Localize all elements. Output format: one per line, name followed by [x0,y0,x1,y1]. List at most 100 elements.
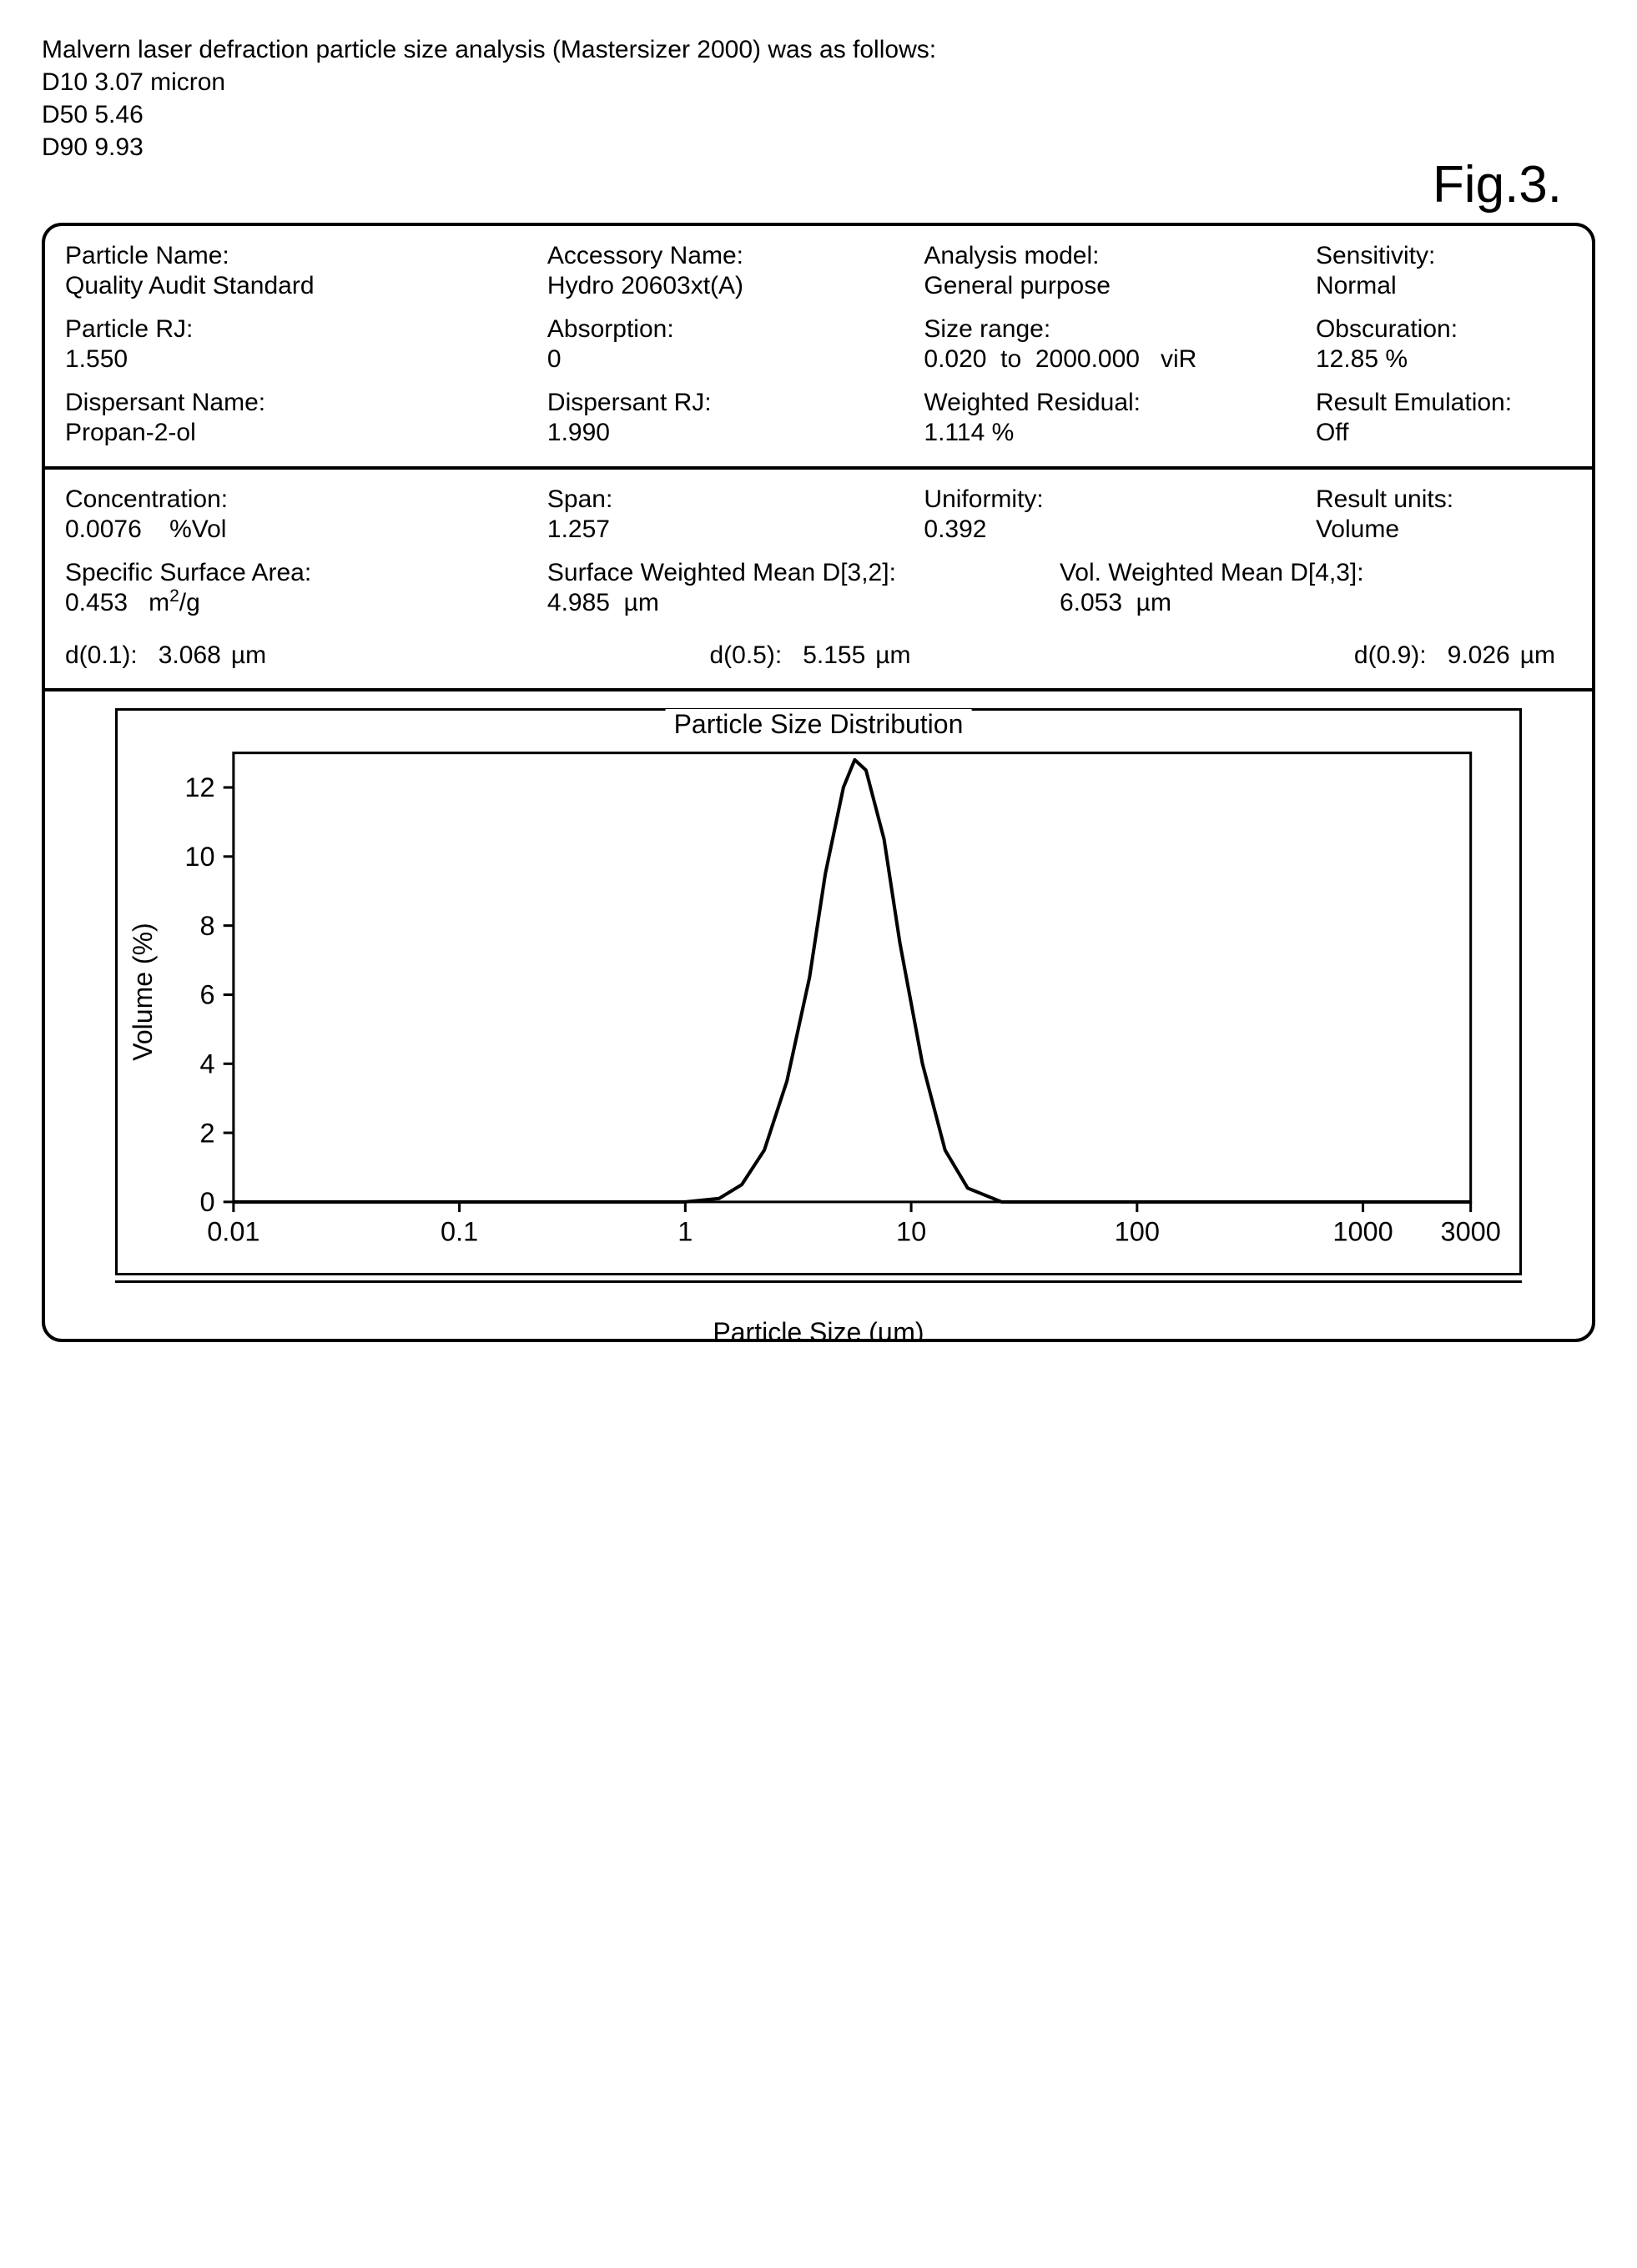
label: Uniformity: [924,485,1316,515]
svg-text:0: 0 [200,1187,215,1217]
field-absorption: Absorption: 0 [547,314,924,375]
field-analysis-model: Analysis model: General purpose [924,241,1316,301]
label: Surface Weighted Mean D[3,2]: [547,558,1060,588]
svg-text:100: 100 [1115,1217,1160,1247]
d05-value: 5.155 [803,641,865,669]
svg-text:10: 10 [185,842,215,872]
row: Particle Name: Quality Audit Standard Ac… [65,241,1572,301]
header-line-3: D50 5.46 [42,98,1595,131]
svg-text:10: 10 [896,1217,926,1247]
label: Sensitivity: [1316,241,1572,271]
svg-text:0.1: 0.1 [441,1217,478,1247]
value: Off [1316,418,1572,448]
label: Particle Name: [65,241,547,271]
svg-text:2: 2 [200,1118,215,1148]
field-surface-weighted-mean: Surface Weighted Mean D[3,2]: 4.985 µm [547,558,1060,618]
field-result-units: Result units: Volume [1316,485,1572,545]
chart-body: 0246810120.010.111010010003000 [126,719,1510,1261]
d05-label: d(0.5): [709,641,782,669]
ssa-unit-post: /g [179,589,200,616]
d09-unit: µm [1520,641,1555,669]
field-vol-weighted-mean: Vol. Weighted Mean D[4,3]: 6.053 µm [1060,558,1572,618]
field-weighted-residual: Weighted Residual: 1.114 % [924,388,1316,448]
label: Accessory Name: [547,241,924,271]
d09-value: 9.026 [1448,641,1510,669]
d01: d(0.1): 3.068 µm [65,641,266,670]
label: Size range: [924,314,1316,344]
svg-text:0.01: 0.01 [208,1217,260,1247]
chart-xlabel: Particle Size (µm) [713,1317,924,1342]
label: Vol. Weighted Mean D[4,3]: [1060,558,1572,588]
field-span: Span: 1.257 [547,485,924,545]
label: Specific Surface Area: [65,558,547,588]
label: Span: [547,485,924,515]
value: 1.114 % [924,418,1316,448]
value: Propan-2-ol [65,418,547,448]
field-dispersant-rj: Dispersant RJ: 1.990 [547,388,924,448]
label: Obscuration: [1316,314,1572,344]
chart-outer-frame: Particle Size Distribution Volume (%) Pa… [115,708,1521,1275]
figure-label: Fig.3. [42,155,1595,214]
ssa-num: 0.453 [65,589,128,616]
label: Result units: [1316,485,1572,515]
label: Dispersant RJ: [547,388,924,418]
chart-svg: 0246810120.010.111010010003000 [126,719,1510,1261]
d01-label: d(0.1): [65,641,138,669]
value: Normal [1316,271,1572,301]
value: 1.990 [547,418,924,448]
value: 4.985 µm [547,588,1060,618]
label: Result Emulation: [1316,388,1572,418]
row: Concentration: 0.0076 %Vol Span: 1.257 U… [65,485,1572,545]
value: 12.85 % [1316,344,1572,375]
value: Quality Audit Standard [65,271,547,301]
label: Dispersant Name: [65,388,547,418]
svg-text:3000: 3000 [1441,1217,1501,1247]
field-size-range: Size range: 0.020 to 2000.000 viR [924,314,1316,375]
label: Weighted Residual: [924,388,1316,418]
label: Absorption: [547,314,924,344]
d09-label: d(0.9): [1354,641,1427,669]
svg-text:1: 1 [678,1217,693,1247]
label: Analysis model: [924,241,1316,271]
header-line-2: D10 3.07 micron [42,66,1595,98]
value: 0.453 m2/g [65,588,547,618]
value: 0 [547,344,924,375]
value: General purpose [924,271,1316,301]
field-dispersant-name: Dispersant Name: Propan-2-ol [65,388,547,448]
svg-text:12: 12 [185,772,215,802]
header-block: Malvern laser defraction particle size a… [42,33,1595,163]
ssa-unit-pre: m [149,589,169,616]
d01-value: 3.068 [159,641,221,669]
value: 0.392 [924,515,1316,545]
svg-text:6: 6 [200,980,215,1010]
field-result-emulation: Result Emulation: Off [1316,388,1572,448]
value: Hydro 20603xt(A) [547,271,924,301]
field-uniformity: Uniformity: 0.392 [924,485,1316,545]
d01-unit: µm [231,641,266,669]
field-accessory-name: Accessory Name: Hydro 20603xt(A) [547,241,924,301]
header-line-1: Malvern laser defraction particle size a… [42,33,1595,66]
row: Specific Surface Area: 0.453 m2/g Surfac… [65,558,1572,618]
field-specific-surface-area: Specific Surface Area: 0.453 m2/g [65,558,547,618]
value: 0.0076 %Vol [65,515,547,545]
value: 0.020 to 2000.000 viR [924,344,1316,375]
value: Volume [1316,515,1572,545]
svg-text:8: 8 [200,911,215,941]
field-concentration: Concentration: 0.0076 %Vol [65,485,547,545]
field-particle-name: Particle Name: Quality Audit Standard [65,241,547,301]
value: 6.053 µm [1060,588,1572,618]
report-box: Particle Name: Quality Audit Standard Ac… [42,223,1595,1342]
row: Particle RJ: 1.550 Absorption: 0 Size ra… [65,314,1572,375]
chart-bottom-rule [115,1280,1521,1289]
chart-section: Particle Size Distribution Volume (%) Pa… [45,691,1592,1339]
row: Dispersant Name: Propan-2-ol Dispersant … [65,388,1572,448]
value: 1.550 [65,344,547,375]
field-obscuration: Obscuration: 12.85 % [1316,314,1572,375]
d05: d(0.5): 5.155µm [709,641,910,670]
label: Particle RJ: [65,314,547,344]
d09: d(0.9): 9.026 µm [1354,641,1555,670]
field-sensitivity: Sensitivity: Normal [1316,241,1572,301]
label: Concentration: [65,485,547,515]
d-values-row: d(0.1): 3.068µm d(0.5): 5.155µm d(0.9): … [65,641,1572,670]
svg-text:1000: 1000 [1333,1217,1393,1247]
